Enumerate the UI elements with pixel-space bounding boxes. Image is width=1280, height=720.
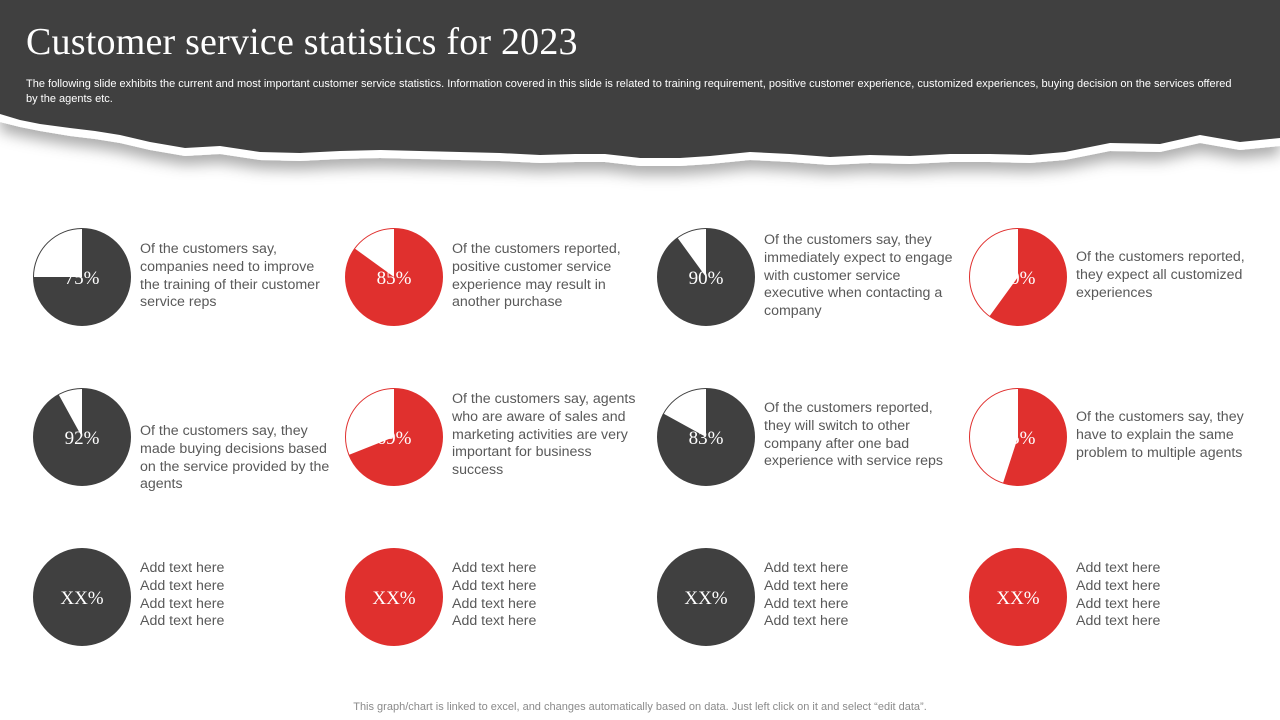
pie-chart[interactable]: 69% — [344, 387, 444, 487]
footer-note: This graph/chart is linked to excel, and… — [353, 701, 927, 713]
stat-description: Of the customers reported, positive cust… — [452, 241, 621, 311]
pie-value-slice — [1003, 388, 1067, 486]
pie-value-slice — [657, 228, 755, 326]
stat-description: Of the customers say, companies need to … — [140, 241, 320, 311]
stat-description: Add text here Add text here Add text her… — [452, 560, 537, 630]
pie-percentage-label: 75% — [65, 268, 100, 289]
torn-paper-banner — [0, 0, 1280, 166]
stat-description: Of the customers reported, they will swi… — [764, 400, 943, 470]
pie-percentage-label: 83% — [689, 428, 724, 449]
pie-value-slice — [33, 228, 131, 326]
pie-percentage-label: 55% — [1001, 428, 1036, 449]
pie-chart[interactable]: 55% — [968, 387, 1068, 487]
pie-chart[interactable]: 92% — [32, 387, 132, 487]
pie-chart[interactable]: XX% — [656, 547, 756, 647]
pie-chart[interactable]: XX% — [344, 547, 444, 647]
pie-percentage-label: 85% — [377, 268, 412, 289]
pie-percentage-label: 90% — [689, 268, 724, 289]
stat-description: Of the customers say, they have to expla… — [1076, 409, 1244, 461]
stat-description: Of the customers reported, they expect a… — [1076, 249, 1245, 301]
pie-value-slice — [33, 548, 131, 646]
pie-value-slice — [33, 388, 131, 486]
pie-chart[interactable]: XX% — [32, 547, 132, 647]
pie-percentage-label: XX% — [60, 588, 103, 609]
banner-dark-fill — [0, 0, 1280, 158]
pie-chart[interactable]: XX% — [968, 547, 1068, 647]
stat-description: Of the customers say, they immediately e… — [764, 232, 953, 320]
pie-percentage-label: 69% — [377, 428, 412, 449]
pie-percentage-label: XX% — [684, 588, 727, 609]
pie-value-slice — [345, 548, 443, 646]
page-title: Customer service statistics for 2023 — [26, 21, 578, 63]
stat-description: Add text here Add text here Add text her… — [764, 560, 849, 630]
pie-value-slice — [657, 388, 755, 486]
pie-value-slice — [657, 548, 755, 646]
pie-chart[interactable]: 90% — [656, 227, 756, 327]
pie-value-slice — [348, 388, 443, 486]
stat-description: Add text here Add text here Add text her… — [140, 560, 225, 630]
pie-percentage-label: XX% — [996, 588, 1039, 609]
stat-description: Of the customers say, they made buying d… — [140, 423, 330, 493]
pie-percentage-label: 60% — [1001, 268, 1036, 289]
pie-value-slice — [345, 228, 443, 326]
pie-percentage-label: 92% — [65, 428, 100, 449]
stat-description: Of the customers say, agents who are awa… — [452, 391, 636, 479]
stat-description: Add text here Add text here Add text her… — [1076, 560, 1161, 630]
pie-chart[interactable]: 75% — [32, 227, 132, 327]
pie-chart[interactable]: 83% — [656, 387, 756, 487]
page-subtitle: The following slide exhibits the current… — [26, 78, 1232, 105]
pie-value-slice — [989, 228, 1067, 326]
pie-value-slice — [969, 548, 1067, 646]
pie-percentage-label: XX% — [372, 588, 415, 609]
pie-chart[interactable]: 85% — [344, 227, 444, 327]
pie-chart[interactable]: 60% — [968, 227, 1068, 327]
